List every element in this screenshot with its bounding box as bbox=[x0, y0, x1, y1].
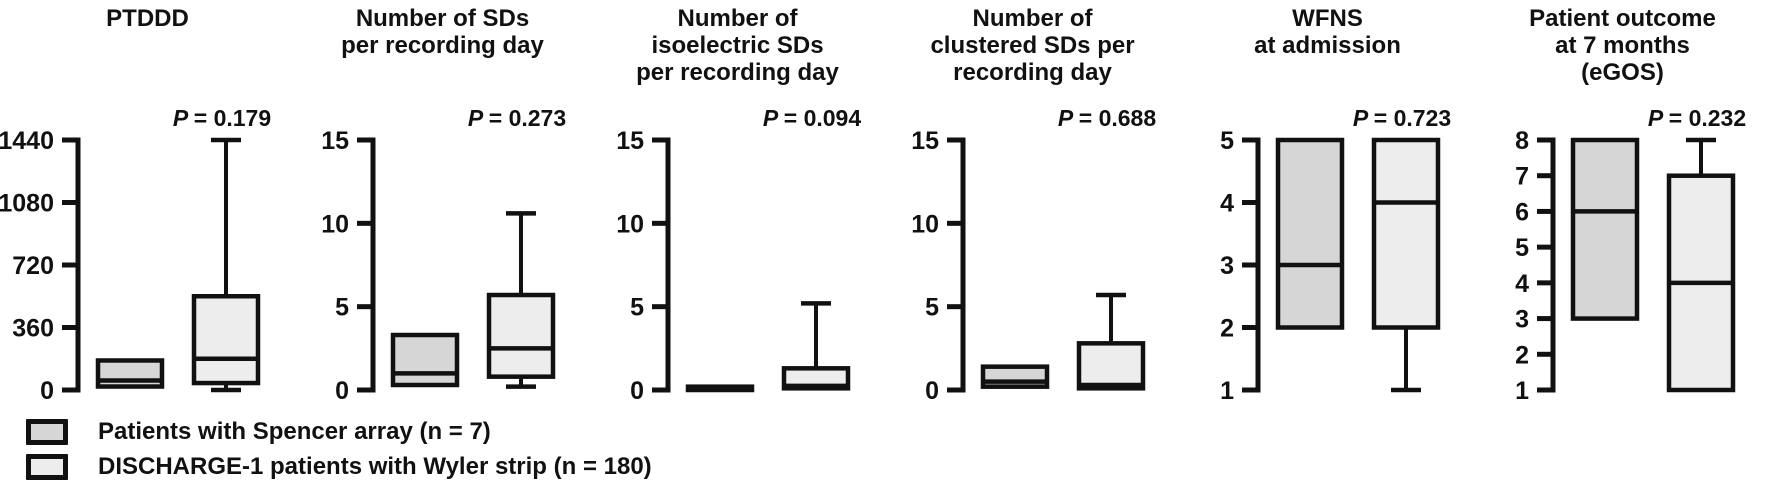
panel-title-line: at admission bbox=[1254, 32, 1401, 59]
panel-title-line: isoelectric SDs bbox=[651, 32, 824, 59]
panel-title-line: recording day bbox=[953, 59, 1112, 86]
panel-title: PTDDD bbox=[0, 0, 295, 95]
box-spencer bbox=[1275, 137, 1345, 330]
box-wyler bbox=[1371, 137, 1441, 330]
panel-3: Number of isoelectric SDs per recording da… bbox=[590, 0, 885, 405]
tick-label: 4 bbox=[1220, 190, 1234, 218]
panel-title-line: Number of bbox=[677, 5, 798, 32]
tick-label: 3 bbox=[1515, 306, 1529, 334]
panel-4: Number of clustered SDs per recording day P… bbox=[885, 0, 1180, 405]
tick-label: 5 bbox=[925, 294, 939, 322]
tick-label: 1440 bbox=[0, 127, 54, 155]
legend: Patients with Spencer array (n = 7) DISC… bbox=[26, 419, 1772, 480]
tick-label: 15 bbox=[616, 127, 644, 155]
box-wyler bbox=[781, 366, 851, 391]
panel-6: Patient outcome at 7 months (eGOS) P = 0.23… bbox=[1475, 0, 1770, 405]
tick-label: 5 bbox=[1220, 127, 1234, 155]
box-spencer bbox=[390, 332, 460, 388]
legend-label-spencer: Patients with Spencer array (n = 7) bbox=[98, 418, 491, 445]
tick-label: 2 bbox=[1220, 315, 1234, 343]
box-wyler bbox=[191, 294, 261, 386]
panel-title-line: at 7 months bbox=[1555, 32, 1690, 59]
tick-label: 0 bbox=[630, 377, 644, 405]
panel-title-line: WFNS bbox=[1292, 5, 1363, 32]
panel-title: Number of isoelectric SDs per recording da… bbox=[590, 0, 885, 95]
boxplot-svg: P = 0.094 0 5 10 15 bbox=[616, 105, 861, 405]
tick-label: 10 bbox=[616, 210, 644, 238]
tick-label: 4 bbox=[1515, 270, 1529, 298]
tick-label: 5 bbox=[1515, 234, 1529, 262]
panel-1: PTDDD P = 0.179 0 360 720 1080 1440 bbox=[0, 0, 295, 405]
tick-label: 2 bbox=[1515, 341, 1529, 369]
tick-label: 3 bbox=[1220, 252, 1234, 280]
p-value-label: P = 0.232 bbox=[1648, 105, 1746, 131]
tick-label: 5 bbox=[630, 294, 644, 322]
panel-title-line: Number of bbox=[972, 5, 1093, 32]
legend-item-wyler: DISCHARGE-1 patients with Wyler strip (n… bbox=[26, 454, 1772, 480]
tick-label: 1080 bbox=[0, 190, 54, 218]
panel-title-line: per recording day bbox=[341, 32, 544, 59]
panels-row: PTDDD P = 0.179 0 360 720 1080 1440 Number of S… bbox=[0, 0, 1770, 405]
panel-title-line: (eGOS) bbox=[1581, 59, 1664, 86]
tick-label: 10 bbox=[911, 210, 939, 238]
panel-title-line: clustered SDs per bbox=[930, 32, 1135, 59]
box-wyler bbox=[1076, 341, 1146, 391]
tick-label: 7 bbox=[1515, 163, 1529, 191]
tick-label: 15 bbox=[911, 127, 939, 155]
panel-title-line: Patient outcome bbox=[1529, 5, 1716, 32]
boxplot-svg: P = 0.232 1 2 3 4 5 6 7 8 bbox=[1515, 105, 1746, 405]
p-value-label: P = 0.688 bbox=[1058, 105, 1156, 131]
tick-label: 720 bbox=[12, 252, 54, 280]
tick-label: 6 bbox=[1515, 198, 1529, 226]
boxplot-svg: P = 0.273 0 5 10 15 bbox=[321, 105, 566, 405]
tick-label: 1 bbox=[1220, 377, 1234, 405]
legend-label-wyler: DISCHARGE-1 patients with Wyler strip (n… bbox=[98, 453, 652, 480]
box-wyler bbox=[486, 292, 556, 379]
panel-title: Patient outcome at 7 months (eGOS) bbox=[1475, 0, 1770, 95]
legend-item-spencer: Patients with Spencer array (n = 7) bbox=[26, 419, 1772, 445]
panel-title-line: PTDDD bbox=[106, 5, 189, 32]
p-value-label: P = 0.723 bbox=[1353, 105, 1451, 131]
tick-label: 5 bbox=[335, 294, 349, 322]
p-value-label: P = 0.179 bbox=[173, 105, 271, 131]
panel-title: WFNS at admission bbox=[1180, 0, 1475, 95]
tick-label: 8 bbox=[1515, 127, 1529, 155]
panel-2: Number of SDs per recording day P = 0.273 0… bbox=[295, 0, 590, 405]
tick-label: 1 bbox=[1515, 377, 1529, 405]
panel-title-line: per recording day bbox=[636, 59, 839, 86]
tick-label: 15 bbox=[321, 127, 349, 155]
p-value-label: P = 0.094 bbox=[763, 105, 861, 131]
panel-5: WFNS at admission P = 0.723 1 2 3 4 5 bbox=[1180, 0, 1475, 405]
boxplot-svg: P = 0.179 0 360 720 1080 1440 bbox=[0, 105, 271, 405]
p-value-label: P = 0.273 bbox=[468, 105, 566, 131]
panel-title-line: Number of SDs bbox=[355, 5, 530, 32]
panel-title: Number of clustered SDs per recording day bbox=[885, 0, 1180, 95]
tick-label: 0 bbox=[925, 377, 939, 405]
legend-swatch-wyler bbox=[26, 454, 68, 480]
boxplot-svg: P = 0.723 1 2 3 4 5 bbox=[1220, 105, 1451, 405]
tick-label: 360 bbox=[12, 315, 54, 343]
panel-title: Number of SDs per recording day bbox=[295, 0, 590, 95]
legend-swatch-spencer bbox=[26, 419, 68, 445]
boxplot-svg: P = 0.688 0 5 10 15 bbox=[911, 105, 1156, 405]
tick-label: 10 bbox=[321, 210, 349, 238]
tick-label: 0 bbox=[335, 377, 349, 405]
box-spencer bbox=[1570, 137, 1640, 321]
tick-label: 0 bbox=[40, 377, 54, 405]
